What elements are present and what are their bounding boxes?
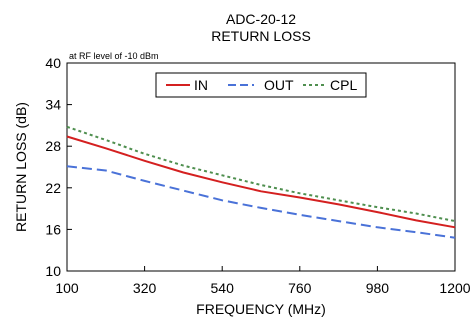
legend-label-out: OUT bbox=[264, 77, 294, 93]
x-tick-label: 320 bbox=[133, 280, 157, 296]
x-tick-label: 980 bbox=[366, 280, 390, 296]
measurement-note: at RF level of -10 dBm bbox=[69, 51, 159, 61]
y-tick-label: 40 bbox=[45, 55, 61, 71]
y-tick-label: 10 bbox=[45, 263, 61, 279]
legend-label-cpl: CPL bbox=[330, 77, 357, 93]
legend-box bbox=[155, 72, 367, 98]
y-tick-label: 16 bbox=[45, 221, 61, 237]
legend-label-in: IN bbox=[194, 77, 208, 93]
x-tick-label: 100 bbox=[55, 280, 79, 296]
y-axis-label: RETURN LOSS (dB) bbox=[13, 102, 29, 232]
legend: IN OUT CPL bbox=[155, 72, 367, 98]
series-lines bbox=[66, 125, 456, 239]
x-axis-label: FREQUENCY (MHz) bbox=[196, 301, 326, 317]
series-line-in bbox=[66, 135, 456, 229]
chart-subtitle: RETURN LOSS bbox=[211, 28, 311, 44]
x-tick-label: 1200 bbox=[439, 280, 470, 296]
chart-title: ADC-20-12 bbox=[226, 11, 296, 27]
series-line-out bbox=[66, 165, 456, 239]
series-line-cpl bbox=[66, 125, 456, 223]
y-axis: 10 16 22 28 34 40 bbox=[45, 55, 72, 279]
x-axis: 100 320 540 760 980 1200 bbox=[55, 266, 471, 296]
x-tick-label: 760 bbox=[288, 280, 312, 296]
y-tick-label: 34 bbox=[45, 97, 61, 113]
plot-frame bbox=[66, 62, 456, 272]
x-tick-label: 540 bbox=[211, 280, 235, 296]
y-tick-label: 28 bbox=[45, 138, 61, 154]
y-tick-label: 22 bbox=[45, 180, 61, 196]
